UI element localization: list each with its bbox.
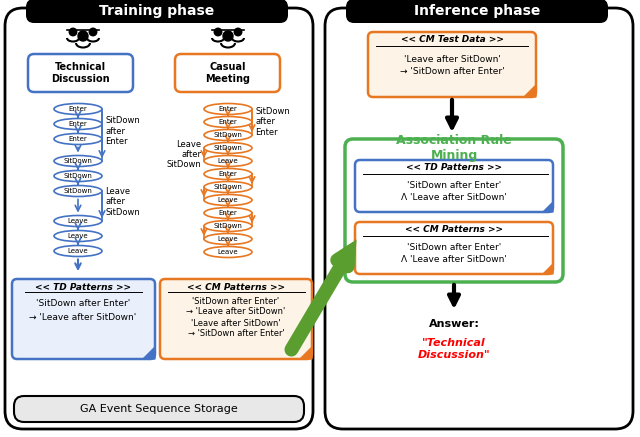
Circle shape bbox=[69, 28, 77, 36]
Text: 'SitDown after Enter': 'SitDown after Enter' bbox=[407, 181, 501, 191]
Text: "Technical
Discussion": "Technical Discussion" bbox=[418, 338, 490, 360]
FancyBboxPatch shape bbox=[175, 54, 280, 92]
Polygon shape bbox=[543, 264, 553, 274]
Text: 'SitDown after Enter': 'SitDown after Enter' bbox=[36, 299, 130, 309]
Circle shape bbox=[223, 31, 233, 41]
Ellipse shape bbox=[54, 104, 102, 114]
Text: 'Leave after SitDown': 'Leave after SitDown' bbox=[404, 55, 500, 63]
Text: Leave
after
SitDown: Leave after SitDown bbox=[105, 187, 140, 217]
Ellipse shape bbox=[204, 221, 252, 232]
FancyBboxPatch shape bbox=[325, 8, 633, 429]
Text: Leave: Leave bbox=[218, 236, 238, 242]
Text: Leave: Leave bbox=[68, 248, 88, 254]
Text: SitDown
after
Enter: SitDown after Enter bbox=[255, 107, 290, 137]
Text: Enter: Enter bbox=[68, 106, 88, 112]
Text: Training phase: Training phase bbox=[99, 4, 214, 18]
Ellipse shape bbox=[54, 170, 102, 181]
Text: << TD Patterns >>: << TD Patterns >> bbox=[406, 163, 502, 173]
Text: → 'SitDown after Enter': → 'SitDown after Enter' bbox=[188, 329, 284, 339]
FancyBboxPatch shape bbox=[28, 54, 133, 92]
Polygon shape bbox=[543, 202, 553, 212]
Text: << CM Patterns >>: << CM Patterns >> bbox=[187, 282, 285, 291]
FancyBboxPatch shape bbox=[345, 139, 563, 282]
Text: Enter: Enter bbox=[219, 171, 237, 177]
FancyBboxPatch shape bbox=[14, 396, 304, 422]
Text: → 'Leave after SitDown': → 'Leave after SitDown' bbox=[186, 308, 285, 316]
Text: SitDown: SitDown bbox=[63, 173, 92, 179]
Ellipse shape bbox=[54, 133, 102, 145]
Text: SitDown: SitDown bbox=[214, 184, 243, 190]
Polygon shape bbox=[524, 85, 536, 97]
FancyBboxPatch shape bbox=[355, 222, 553, 274]
Text: 'SitDown after Enter': 'SitDown after Enter' bbox=[407, 243, 501, 253]
Text: Association Rule
Mining: Association Rule Mining bbox=[396, 134, 512, 162]
FancyBboxPatch shape bbox=[160, 279, 312, 359]
Text: Enter: Enter bbox=[219, 119, 237, 125]
Text: SitDown: SitDown bbox=[63, 158, 92, 164]
Ellipse shape bbox=[54, 215, 102, 226]
Text: Answer:: Answer: bbox=[429, 319, 479, 329]
FancyBboxPatch shape bbox=[355, 160, 553, 212]
Ellipse shape bbox=[54, 185, 102, 197]
Text: Technical
Discussion: Technical Discussion bbox=[51, 62, 109, 84]
Text: Λ 'Leave after SitDown': Λ 'Leave after SitDown' bbox=[401, 256, 507, 264]
Text: SitDown: SitDown bbox=[214, 132, 243, 138]
Text: SitDown
after
Enter: SitDown after Enter bbox=[105, 116, 140, 146]
FancyBboxPatch shape bbox=[346, 0, 608, 23]
Text: Casual
Meeting: Casual Meeting bbox=[205, 62, 250, 84]
Text: Leave: Leave bbox=[218, 249, 238, 255]
Circle shape bbox=[78, 31, 88, 41]
Text: SitDown: SitDown bbox=[214, 223, 243, 229]
Text: << CM Test Data >>: << CM Test Data >> bbox=[401, 35, 504, 45]
Circle shape bbox=[214, 28, 221, 36]
Text: Enter: Enter bbox=[68, 121, 88, 127]
Ellipse shape bbox=[204, 208, 252, 218]
Text: Enter: Enter bbox=[219, 106, 237, 112]
Text: << CM Patterns >>: << CM Patterns >> bbox=[405, 225, 503, 235]
Ellipse shape bbox=[204, 169, 252, 180]
Polygon shape bbox=[143, 347, 155, 359]
Text: 'SitDown after Enter': 'SitDown after Enter' bbox=[193, 296, 280, 305]
Text: 'Leave after SitDown': 'Leave after SitDown' bbox=[191, 319, 281, 327]
Text: → 'Leave after SitDown': → 'Leave after SitDown' bbox=[29, 312, 136, 322]
Text: SitDown: SitDown bbox=[214, 145, 243, 151]
Ellipse shape bbox=[204, 181, 252, 193]
FancyBboxPatch shape bbox=[368, 32, 536, 97]
Text: Leave: Leave bbox=[218, 197, 238, 203]
Text: Enter: Enter bbox=[68, 136, 88, 142]
Text: Leave: Leave bbox=[68, 218, 88, 224]
Ellipse shape bbox=[54, 118, 102, 129]
Text: Inference phase: Inference phase bbox=[414, 4, 540, 18]
Text: Leave: Leave bbox=[218, 158, 238, 164]
Ellipse shape bbox=[204, 129, 252, 141]
Ellipse shape bbox=[204, 104, 252, 114]
Ellipse shape bbox=[54, 156, 102, 166]
Ellipse shape bbox=[204, 246, 252, 257]
Ellipse shape bbox=[204, 142, 252, 153]
Polygon shape bbox=[300, 347, 312, 359]
Text: Enter: Enter bbox=[219, 210, 237, 216]
Circle shape bbox=[234, 28, 242, 36]
FancyArrowPatch shape bbox=[291, 253, 349, 350]
Text: SitDown: SitDown bbox=[63, 188, 92, 194]
Ellipse shape bbox=[204, 233, 252, 244]
Text: << TD Patterns >>: << TD Patterns >> bbox=[35, 282, 131, 291]
FancyBboxPatch shape bbox=[5, 8, 313, 429]
Ellipse shape bbox=[204, 117, 252, 128]
Text: Leave: Leave bbox=[68, 233, 88, 239]
Ellipse shape bbox=[54, 230, 102, 242]
Text: → 'SitDown after Enter': → 'SitDown after Enter' bbox=[400, 67, 504, 76]
Circle shape bbox=[89, 28, 97, 36]
Ellipse shape bbox=[204, 194, 252, 205]
Text: Leave
after
SitDown: Leave after SitDown bbox=[166, 139, 201, 170]
Text: GA Event Sequence Storage: GA Event Sequence Storage bbox=[80, 404, 238, 414]
Ellipse shape bbox=[54, 246, 102, 257]
Ellipse shape bbox=[204, 156, 252, 166]
FancyBboxPatch shape bbox=[12, 279, 155, 359]
Text: Λ 'Leave after SitDown': Λ 'Leave after SitDown' bbox=[401, 194, 507, 202]
FancyBboxPatch shape bbox=[26, 0, 288, 23]
